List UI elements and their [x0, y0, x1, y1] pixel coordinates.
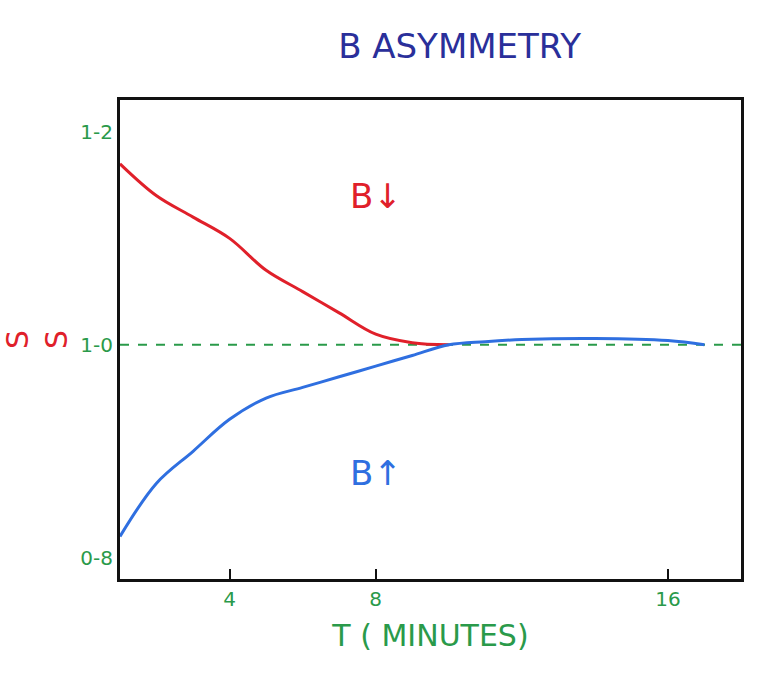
svg-text:B↑: B↑ — [350, 453, 402, 493]
svg-text:B ASYMMETRY: B ASYMMETRY — [338, 26, 581, 66]
svg-text:8: 8 — [369, 587, 382, 611]
svg-text:SS: SS — [0, 330, 74, 349]
svg-text:1-0: 1-0 — [80, 333, 113, 357]
svg-text:B↓: B↓ — [350, 176, 402, 216]
svg-text:0-8: 0-8 — [80, 546, 113, 570]
svg-text:4: 4 — [223, 587, 236, 611]
svg-text:T ( MINUTES): T ( MINUTES) — [331, 618, 528, 653]
svg-text:16: 16 — [655, 587, 680, 611]
svg-text:1-2: 1-2 — [80, 120, 113, 144]
